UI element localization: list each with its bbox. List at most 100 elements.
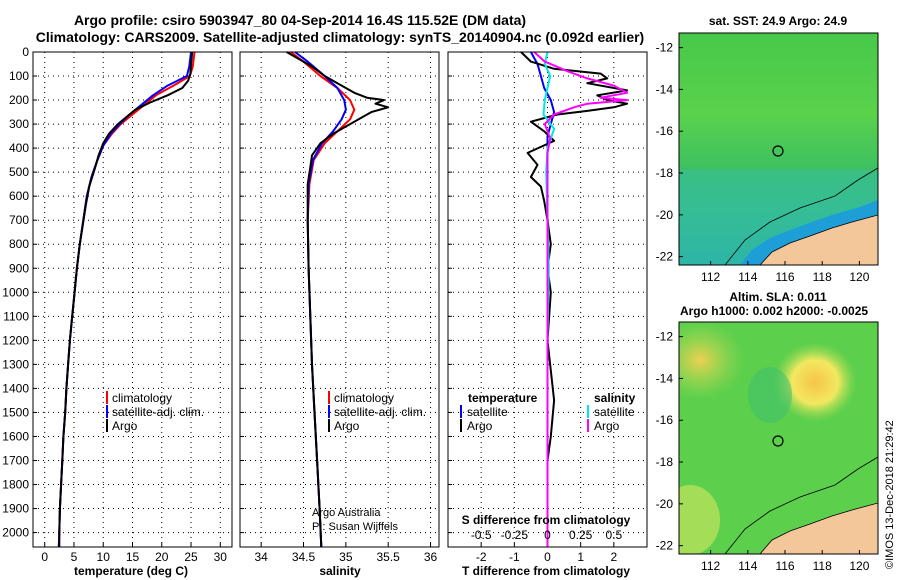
map-lon-label: 114 (738, 270, 757, 284)
sla-high-west (679, 322, 745, 400)
map-lon-label: 116 (775, 270, 794, 284)
difference-legend-temperature: temperature satellite Argo (460, 391, 538, 433)
sla-coastline (759, 502, 878, 554)
x-tick-label: 34 (254, 550, 268, 564)
sst-map-frame (678, 32, 879, 266)
salinity-x-ticks: 34 34.5 35 35.5 36 (254, 550, 437, 564)
x-tick-label: 25 (184, 550, 198, 564)
map-lat-label: -16 (656, 413, 674, 427)
map-lon-label: 120 (849, 270, 869, 284)
x-tick-label: 5 (71, 550, 78, 564)
depth-tick-label: 1600 (2, 429, 29, 443)
map-lat-label: -12 (656, 330, 674, 344)
s-diff-tick-label: -0.5 (471, 528, 492, 542)
map-lat-label: -14 (656, 371, 674, 385)
sst-coastline (759, 214, 878, 265)
temperature-legend: climatology satellite-adj. clim. Argo (106, 391, 204, 433)
difference-frame (447, 51, 648, 548)
x-tick-label: 34.5 (292, 550, 316, 564)
legend-climatology-label: climatology (112, 391, 172, 405)
depth-tick-label: 800 (9, 237, 29, 251)
series-line-climatology (57, 51, 196, 548)
legend-argo-label: Argo (334, 419, 360, 433)
temperature-panel: 0 5 10 15 20 25 30 temperature (deg C) climato… (32, 51, 233, 578)
depth-tick-label: 900 (9, 261, 29, 275)
legend-salinity-title: salinity (594, 391, 636, 405)
map-lat-label: -14 (656, 82, 674, 96)
sla-map-title-1: Altim. SLA: 0.011 (729, 290, 827, 304)
salinity-xlabel: salinity (319, 564, 361, 578)
title-line-2: Climatology: CARS2009. Satellite-adjuste… (36, 29, 644, 45)
x-tick-label: 20 (155, 550, 169, 564)
legend-t-argo-label: Argo (467, 419, 493, 433)
difference-s-ticks: -0.5 -0.25 0 0.25 0.5 (471, 528, 623, 542)
salinity-frame (239, 51, 440, 548)
map-lat-label: -12 (656, 41, 674, 55)
legend-climatology-label: climatology (334, 391, 394, 405)
annotation-argo-australia: Argo Australia (312, 507, 381, 519)
temperature-xlabel: temperature (deg C) (74, 564, 188, 578)
depth-tick-label: 400 (9, 141, 29, 155)
map-lon-label: 116 (775, 559, 794, 573)
depth-tick-label: 200 (9, 93, 29, 107)
s-diff-tick-label: 0.25 (569, 528, 593, 542)
series-line-argo (58, 51, 194, 547)
map-lon-label: 120 (849, 559, 869, 573)
series-line-s-argo (533, 51, 629, 547)
annotation-pi: PI: Susan Wijffels (312, 521, 398, 533)
depth-tick-label: 1300 (2, 357, 29, 371)
map-lon-label: 118 (813, 559, 832, 573)
legend-temperature-title: temperature (468, 391, 538, 405)
sst-float-marker (772, 145, 784, 157)
legend-s-satellite-label: satellite (594, 405, 635, 419)
x-tick-label: 36 (424, 550, 438, 564)
depth-tick-label: 0 (22, 45, 29, 59)
series-line-satellite-adj-clim- (294, 51, 347, 548)
temperature-x-ticks: 0 5 10 15 20 25 30 (41, 550, 227, 564)
depth-tick-label: 2000 (2, 526, 29, 540)
sst-map: sat. SST: 24.9 Argo: 24.9 -12 -14 -16 -18 -2… (656, 14, 879, 284)
x-tick-label: 15 (126, 550, 140, 564)
map-lat-label: -18 (656, 455, 674, 469)
depth-tick-label: 1900 (2, 502, 29, 516)
map-lon-label: 118 (813, 270, 832, 284)
map-lon-label: 112 (701, 559, 720, 573)
depth-tick-label: 300 (9, 117, 29, 131)
s-diff-tick-label: 0 (544, 528, 551, 542)
s-diff-tick-label: -0.25 (501, 528, 529, 542)
sst-lat-ticks: -12 -14 -16 -18 -20 -22 (656, 41, 683, 264)
s-diff-tick-label: 0.5 (605, 528, 622, 542)
x-tick-label: 35.5 (377, 550, 401, 564)
map-lat-label: -18 (656, 166, 674, 180)
sla-high-southwest (679, 485, 720, 554)
map-lat-label: -22 (656, 250, 674, 264)
depth-axis-labels: 0 100 200 300 400 500 600 700 800 900 1000 1100 1200… (2, 45, 29, 540)
imos-credit: ©IMOS 13-Dec-2018 21:29:42 (884, 420, 896, 569)
sla-low (748, 367, 792, 423)
salinity-legend: climatology satellite-adj. clim. Argo (328, 391, 426, 433)
depth-tick-label: 1100 (3, 309, 29, 323)
sla-lat-ticks: -12 -14 -16 -18 -20 -22 (656, 330, 683, 553)
x-tick-label: 10 (97, 550, 111, 564)
salinity-panel: 34 34.5 35 35.5 36 salinity climatology sate… (239, 51, 440, 578)
sla-isobath (724, 456, 878, 554)
sla-lon-ticks: 112 114 116 118 120 (701, 550, 870, 573)
difference-grid (448, 51, 647, 547)
legend-t-satellite-label: satellite (467, 405, 508, 419)
depth-tick-label: 1500 (2, 405, 29, 419)
x-tick-label: -1 (509, 550, 520, 564)
salinity-grid (240, 51, 439, 547)
series-line-t-argo (520, 51, 629, 547)
temperature-grid (33, 51, 232, 547)
sst-map-title: sat. SST: 24.9 Argo: 24.9 (709, 14, 848, 28)
x-tick-label: 1 (577, 550, 584, 564)
sla-map-title-2: Argo h1000: 0.002 h2000: -0.0025 (680, 304, 868, 318)
depth-tick-label: 1000 (2, 285, 29, 299)
difference-x-ticks: -2 -1 0 1 2 (476, 550, 618, 564)
depth-tick-label: 1200 (2, 333, 29, 347)
legend-s-argo-label: Argo (594, 419, 620, 433)
map-lon-label: 114 (738, 559, 757, 573)
difference-panel: -2 -1 0 1 2 -0.5 -0.25 0 0.25 0.5 S difference f… (447, 51, 648, 578)
difference-series (520, 51, 629, 547)
